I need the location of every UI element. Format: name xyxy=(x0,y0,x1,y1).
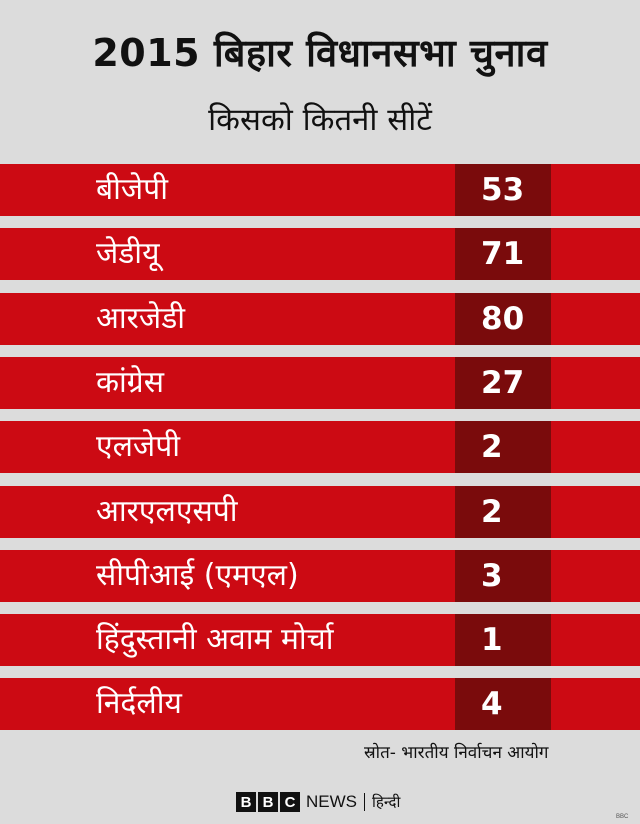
seat-count: 27 xyxy=(481,364,525,401)
seat-count: 2 xyxy=(481,429,503,466)
logo-letter-c: C xyxy=(280,792,300,812)
table-row: जेडीयू 71 xyxy=(0,228,640,281)
logo-letter-b1: B xyxy=(236,792,256,812)
seat-cell: 2 xyxy=(455,421,551,474)
table-row: बीजेपी 53 xyxy=(0,164,640,216)
party-label: बीजेपी xyxy=(96,172,168,207)
logo-letter-b2: B xyxy=(258,792,278,812)
table-row: सीपीआई (एमएल) 3 xyxy=(0,549,640,602)
seat-cell: 4 xyxy=(455,678,551,731)
party-label: सीपीआई (एमएल) xyxy=(96,557,299,593)
seat-count: 3 xyxy=(481,557,503,594)
seat-count: 2 xyxy=(481,493,503,530)
seat-cell: 27 xyxy=(455,356,551,409)
seat-count: 71 xyxy=(481,236,525,273)
table-row: एलजेपी 2 xyxy=(0,421,640,474)
corner-watermark: BBC xyxy=(616,814,629,820)
table-row: निर्दलीय 4 xyxy=(0,678,640,731)
seat-count: 4 xyxy=(481,686,503,723)
table-row: आरएलएसपी 2 xyxy=(0,485,640,538)
chart-subtitle: किसको कितनी सीटें xyxy=(208,102,432,138)
party-label: कांग्रेस xyxy=(96,364,165,400)
table-row: कांग्रेस 27 xyxy=(0,356,640,409)
seat-cell: 2 xyxy=(455,485,551,538)
party-label: निर्दलीय xyxy=(96,686,182,722)
source-note: स्रोत- भारतीय निर्वाचन आयोग xyxy=(364,743,549,763)
seat-count: 1 xyxy=(481,622,503,659)
bbc-news-hindi-logo: B B C NEWS हिन्दी xyxy=(236,791,400,813)
table-row: हिंदुस्तानी अवाम मोर्चा 1 xyxy=(0,614,640,667)
seat-count: 53 xyxy=(481,172,525,208)
seat-cell: 71 xyxy=(455,228,551,281)
logo-hindi-text: हिन्दी xyxy=(372,793,401,811)
logo-news-text: NEWS xyxy=(306,792,357,811)
party-label: एलजेपी xyxy=(96,429,180,465)
party-label: जेडीयू xyxy=(96,236,160,272)
seat-count: 80 xyxy=(481,300,525,337)
seat-cell: 53 xyxy=(455,164,551,216)
seat-cell: 1 xyxy=(455,614,551,667)
party-label: हिंदुस्तानी अवाम मोर्चा xyxy=(96,622,334,658)
chart-title: 2015 बिहार विधानसभा चुनाव xyxy=(92,31,548,75)
table-row: आरजेडी 80 xyxy=(0,292,640,345)
party-label: आरजेडी xyxy=(96,300,186,336)
seat-cell: 80 xyxy=(455,292,551,345)
logo-separator xyxy=(364,793,365,811)
seat-cell: 3 xyxy=(455,549,551,602)
party-label: आरएलएसपी xyxy=(96,493,238,529)
